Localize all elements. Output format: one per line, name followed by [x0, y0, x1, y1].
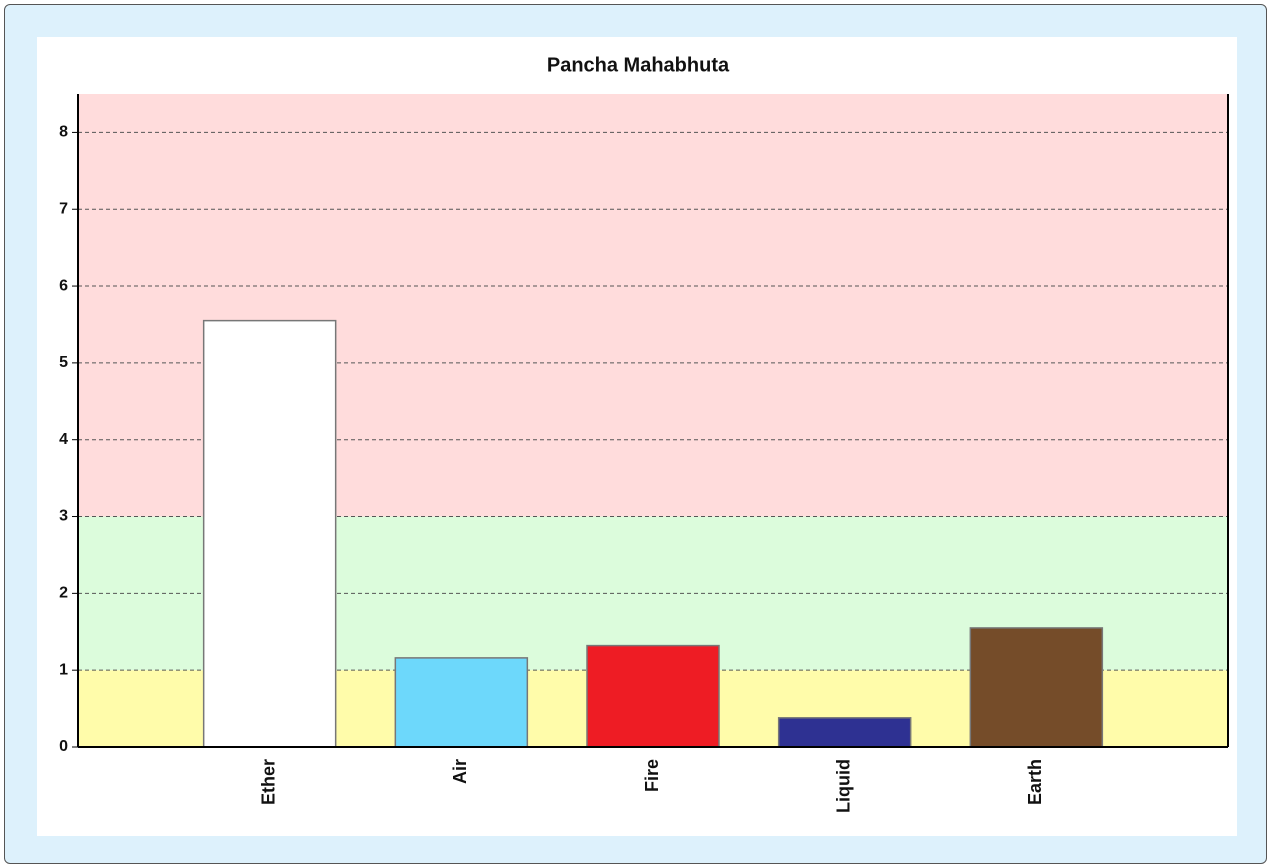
- bar: [969, 627, 1104, 748]
- y-tick-label: 6: [59, 277, 68, 294]
- y-tick-label: 8: [59, 124, 68, 141]
- y-tick-label: 5: [59, 354, 68, 371]
- y-tick-label: 7: [59, 200, 68, 217]
- bar: [394, 657, 529, 748]
- bar: [202, 319, 337, 748]
- y-tick-label: 0: [59, 738, 68, 755]
- chart-title: Pancha Mahabhuta: [547, 54, 730, 76]
- y-tick-label: 4: [59, 431, 68, 448]
- x-tick-label: Air: [450, 759, 470, 784]
- x-tick-label: Ether: [258, 759, 278, 805]
- y-tick-label: 1: [59, 661, 68, 678]
- x-tick-label: Fire: [642, 759, 662, 792]
- bar: [777, 717, 912, 748]
- x-tick-label: Earth: [1025, 759, 1045, 805]
- bar: [586, 644, 720, 748]
- y-tick-label: 2: [59, 585, 68, 602]
- x-tick-label: Liquid: [833, 759, 853, 813]
- y-tick-label: 3: [59, 508, 68, 525]
